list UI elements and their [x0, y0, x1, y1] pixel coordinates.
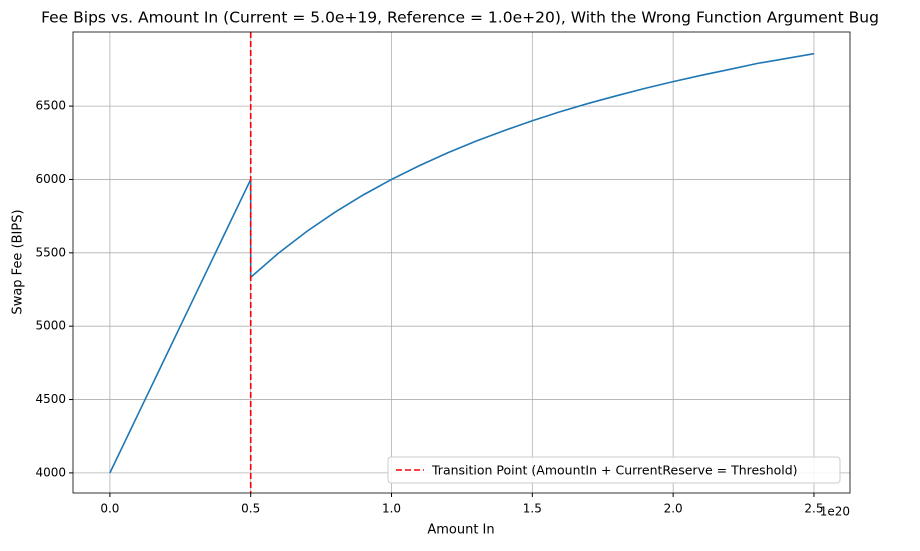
x-offset-label: 1e20 — [820, 505, 850, 519]
y-tick-label: 6500 — [35, 99, 66, 113]
x-tick-label: 1.5 — [523, 502, 542, 516]
chart-title: Fee Bips vs. Amount In (Current = 5.0e+1… — [41, 9, 879, 27]
y-tick-label: 4000 — [35, 465, 66, 479]
y-axis-label: Swap Fee (BIPS) — [11, 209, 26, 314]
y-tick-label: 5500 — [35, 245, 66, 259]
plot-frame — [72, 31, 851, 494]
legend-box — [387, 456, 841, 484]
y-tick-label: 6000 — [35, 172, 66, 186]
x-tick-label: 0.0 — [100, 502, 119, 516]
x-tick-label: 2.0 — [664, 502, 683, 516]
x-tick-label: 2.5 — [804, 502, 823, 516]
legend-label: Transition Point (AmountIn + CurrentRese… — [431, 463, 798, 478]
data-line — [109, 52, 815, 474]
x-tick-label: 0.5 — [241, 502, 260, 516]
x-tick-label: 1.0 — [382, 502, 401, 516]
y-tick-label: 5000 — [35, 319, 66, 333]
x-axis-label: Amount In — [427, 523, 494, 538]
y-tick-label: 4500 — [35, 392, 66, 406]
